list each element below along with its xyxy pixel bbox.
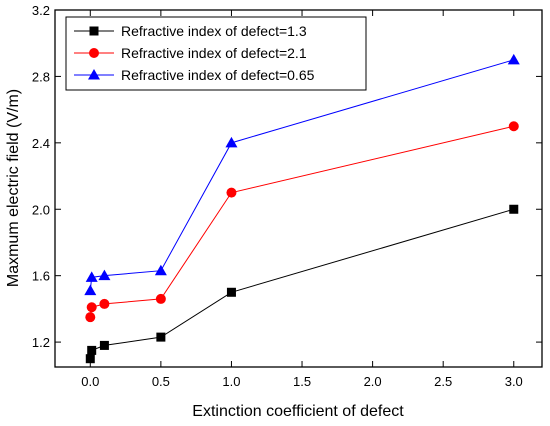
legend-box [65,16,367,91]
legend-marker [88,69,100,80]
series-line [89,208,514,359]
data-point [154,264,167,276]
data-point [226,187,237,198]
data-point [99,340,109,350]
x-tick-label: 2.5 [434,374,452,389]
series-line [89,59,514,291]
y-tick-label: 1.6 [32,269,50,284]
legend: Refractive index of defect=1.3 Refractive… [65,16,367,91]
series-2 [85,121,519,323]
y-tick-label: 3.2 [32,3,50,18]
data-point [509,204,519,214]
series-layer [84,53,520,364]
legend-entry: Refractive index of defect=1.3 [74,23,307,39]
x-axis-title: Extinction coefficient of defect [192,403,404,420]
x-tick-label: 0.5 [152,374,170,389]
data-point [85,312,96,323]
series-line [89,125,514,318]
x-tick-label: 3.0 [505,374,523,389]
y-tick-label: 1.2 [32,335,50,350]
plot-frame [54,9,543,368]
legend-entry: Refractive index of defect=0.65 [74,67,315,83]
data-point [99,298,110,309]
data-point [156,332,166,342]
axis-ticks: 0.0 0.5 1.0 1.5 2.0 2.5 3.0 1.2 1.6 2.0 2.4 2.8 3.2 [32,3,542,389]
data-point [155,293,166,304]
data-point [85,354,95,364]
legend-marker [89,26,99,36]
data-point [85,271,98,282]
y-tick-label: 2.0 [32,202,50,217]
data-point [84,284,97,296]
legend-label: Refractive index of defect=2.1 [121,45,307,61]
legend-entry: Refractive index of defect=2.1 [74,45,307,61]
x-tick-label: 1.0 [222,374,240,389]
data-point [98,269,111,281]
x-tick-label: 0.0 [81,374,99,389]
legend-label: Refractive index of defect=0.65 [121,67,315,83]
legend-label: Refractive index of defect=1.3 [121,23,307,39]
x-tick-label: 1.5 [293,374,311,389]
y-tick-label: 2.8 [32,69,50,84]
data-point [86,302,97,313]
y-tick-label: 2.4 [32,136,50,151]
x-tick-label: 2.0 [364,374,382,389]
y-axis-title: Maxmum electric field (V/m) [5,89,22,287]
data-point [507,53,520,65]
data-point [508,121,519,132]
series-3 [84,53,520,296]
data-point [225,136,238,148]
series-1 [85,204,519,364]
legend-marker [89,48,99,58]
data-point [226,287,236,297]
data-point [87,345,97,355]
